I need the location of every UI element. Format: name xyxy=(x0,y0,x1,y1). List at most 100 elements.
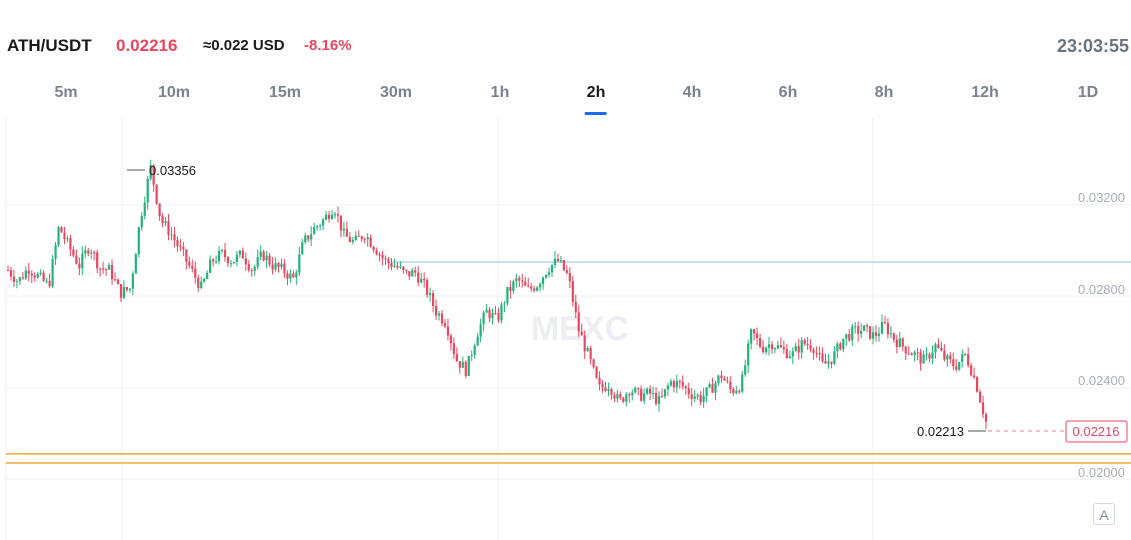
candle-body xyxy=(188,261,191,266)
candle-body xyxy=(372,246,375,251)
candle-body xyxy=(747,343,750,366)
candle-body xyxy=(756,333,759,338)
candle-body xyxy=(815,353,818,355)
candle-body xyxy=(794,346,797,352)
candle-body xyxy=(595,367,598,378)
candle-body xyxy=(845,334,848,339)
candle-body xyxy=(758,337,762,347)
candle-body xyxy=(146,178,149,203)
candle-body xyxy=(934,344,937,353)
candle-body xyxy=(767,344,771,348)
candle-body xyxy=(842,338,845,350)
candle-body xyxy=(791,351,794,357)
candle-body xyxy=(81,253,84,269)
candle-body xyxy=(384,258,387,260)
timeframe-tabs: 5m 10m 15m 30m 1h 2h 4h 6h 8h 12h 1D xyxy=(0,82,1131,118)
candle-body xyxy=(797,346,800,353)
candle-body xyxy=(131,273,134,289)
tab-30m[interactable]: 30m xyxy=(379,84,413,101)
candle-body xyxy=(913,352,916,356)
candle-body xyxy=(580,331,583,336)
candle-body xyxy=(497,313,500,321)
candle-body xyxy=(42,272,45,281)
candle-body xyxy=(574,301,577,313)
candle-body xyxy=(824,361,827,364)
tab-1h[interactable]: 1h xyxy=(490,84,510,101)
candle-body xyxy=(646,388,649,394)
candle-body xyxy=(773,348,777,350)
candle-body xyxy=(327,214,331,220)
candle-body xyxy=(200,281,203,289)
candle-body xyxy=(342,228,346,231)
price-markers: 0.03356 0.02213 0.02216 xyxy=(127,163,1128,443)
candle-body xyxy=(539,284,542,288)
candle-body xyxy=(170,234,173,236)
candle-body xyxy=(928,354,931,359)
candle-body xyxy=(182,246,185,250)
candle-body xyxy=(821,353,824,362)
tab-4h[interactable]: 4h xyxy=(682,84,702,101)
tab-5m[interactable]: 5m xyxy=(54,84,78,101)
y-tick-label: 0.03200 xyxy=(1078,190,1125,205)
tab-12h[interactable]: 12h xyxy=(971,84,999,101)
candle-body xyxy=(803,340,806,345)
candle-body xyxy=(99,268,102,270)
candle-body xyxy=(431,293,435,306)
candle-body xyxy=(717,375,720,384)
candle-body xyxy=(640,388,643,401)
candle-body xyxy=(467,355,470,376)
candle-body xyxy=(607,389,610,391)
tab-2h[interactable]: 2h xyxy=(583,82,610,104)
candle-body xyxy=(812,349,815,354)
y-tick-label: 0.02000 xyxy=(1078,465,1125,480)
candle-body xyxy=(134,254,137,274)
candle-body xyxy=(223,249,227,258)
tab-10m[interactable]: 10m xyxy=(157,84,191,101)
candle-body xyxy=(116,279,120,285)
candle-body xyxy=(800,340,803,353)
candle-body xyxy=(194,268,197,278)
candle-body xyxy=(865,325,869,327)
candle-body xyxy=(910,353,913,356)
candle-body xyxy=(476,336,479,346)
candle-body xyxy=(84,250,87,254)
candle-body xyxy=(854,326,857,328)
candle-body xyxy=(137,227,140,255)
candle-body xyxy=(271,264,274,270)
candle-body xyxy=(684,386,687,389)
low-label: 0.02213 xyxy=(917,424,964,439)
candle-body xyxy=(423,278,426,281)
candle-body xyxy=(414,270,417,273)
candle-body xyxy=(518,278,521,281)
candle-body xyxy=(735,390,738,394)
candle-body xyxy=(322,219,325,226)
candle-body xyxy=(892,333,895,340)
candle-body xyxy=(770,344,774,350)
candle-body xyxy=(503,303,506,305)
candlestick-chart[interactable]: MEXC 0.03200 0.02800 0.02400 0.02000 0.0… xyxy=(0,118,1131,540)
candle-body xyxy=(494,313,497,315)
candle-body xyxy=(351,239,354,243)
candle-body xyxy=(179,246,182,248)
candle-body xyxy=(158,203,161,217)
candle-body xyxy=(877,333,881,336)
candle-body xyxy=(304,235,307,243)
tab-8h[interactable]: 8h xyxy=(874,84,894,101)
candle-body xyxy=(874,332,878,336)
tab-1d[interactable]: 1D xyxy=(1077,84,1099,101)
candle-body xyxy=(229,263,233,265)
candle-body xyxy=(203,279,206,282)
tab-15m[interactable]: 15m xyxy=(268,84,302,101)
candle-body xyxy=(556,258,560,262)
tab-6h[interactable]: 6h xyxy=(778,84,798,101)
candle-body xyxy=(152,164,155,185)
candle-body xyxy=(27,270,30,274)
candle-body xyxy=(354,235,357,240)
pair-symbol[interactable]: ATH/USDT xyxy=(7,36,92,55)
candle-body xyxy=(206,272,209,280)
candle-body xyxy=(919,352,922,364)
candle-body xyxy=(366,237,369,240)
auto-scale-button[interactable]: A xyxy=(1093,503,1115,525)
candle-body xyxy=(619,394,622,398)
candle-body xyxy=(310,234,313,240)
